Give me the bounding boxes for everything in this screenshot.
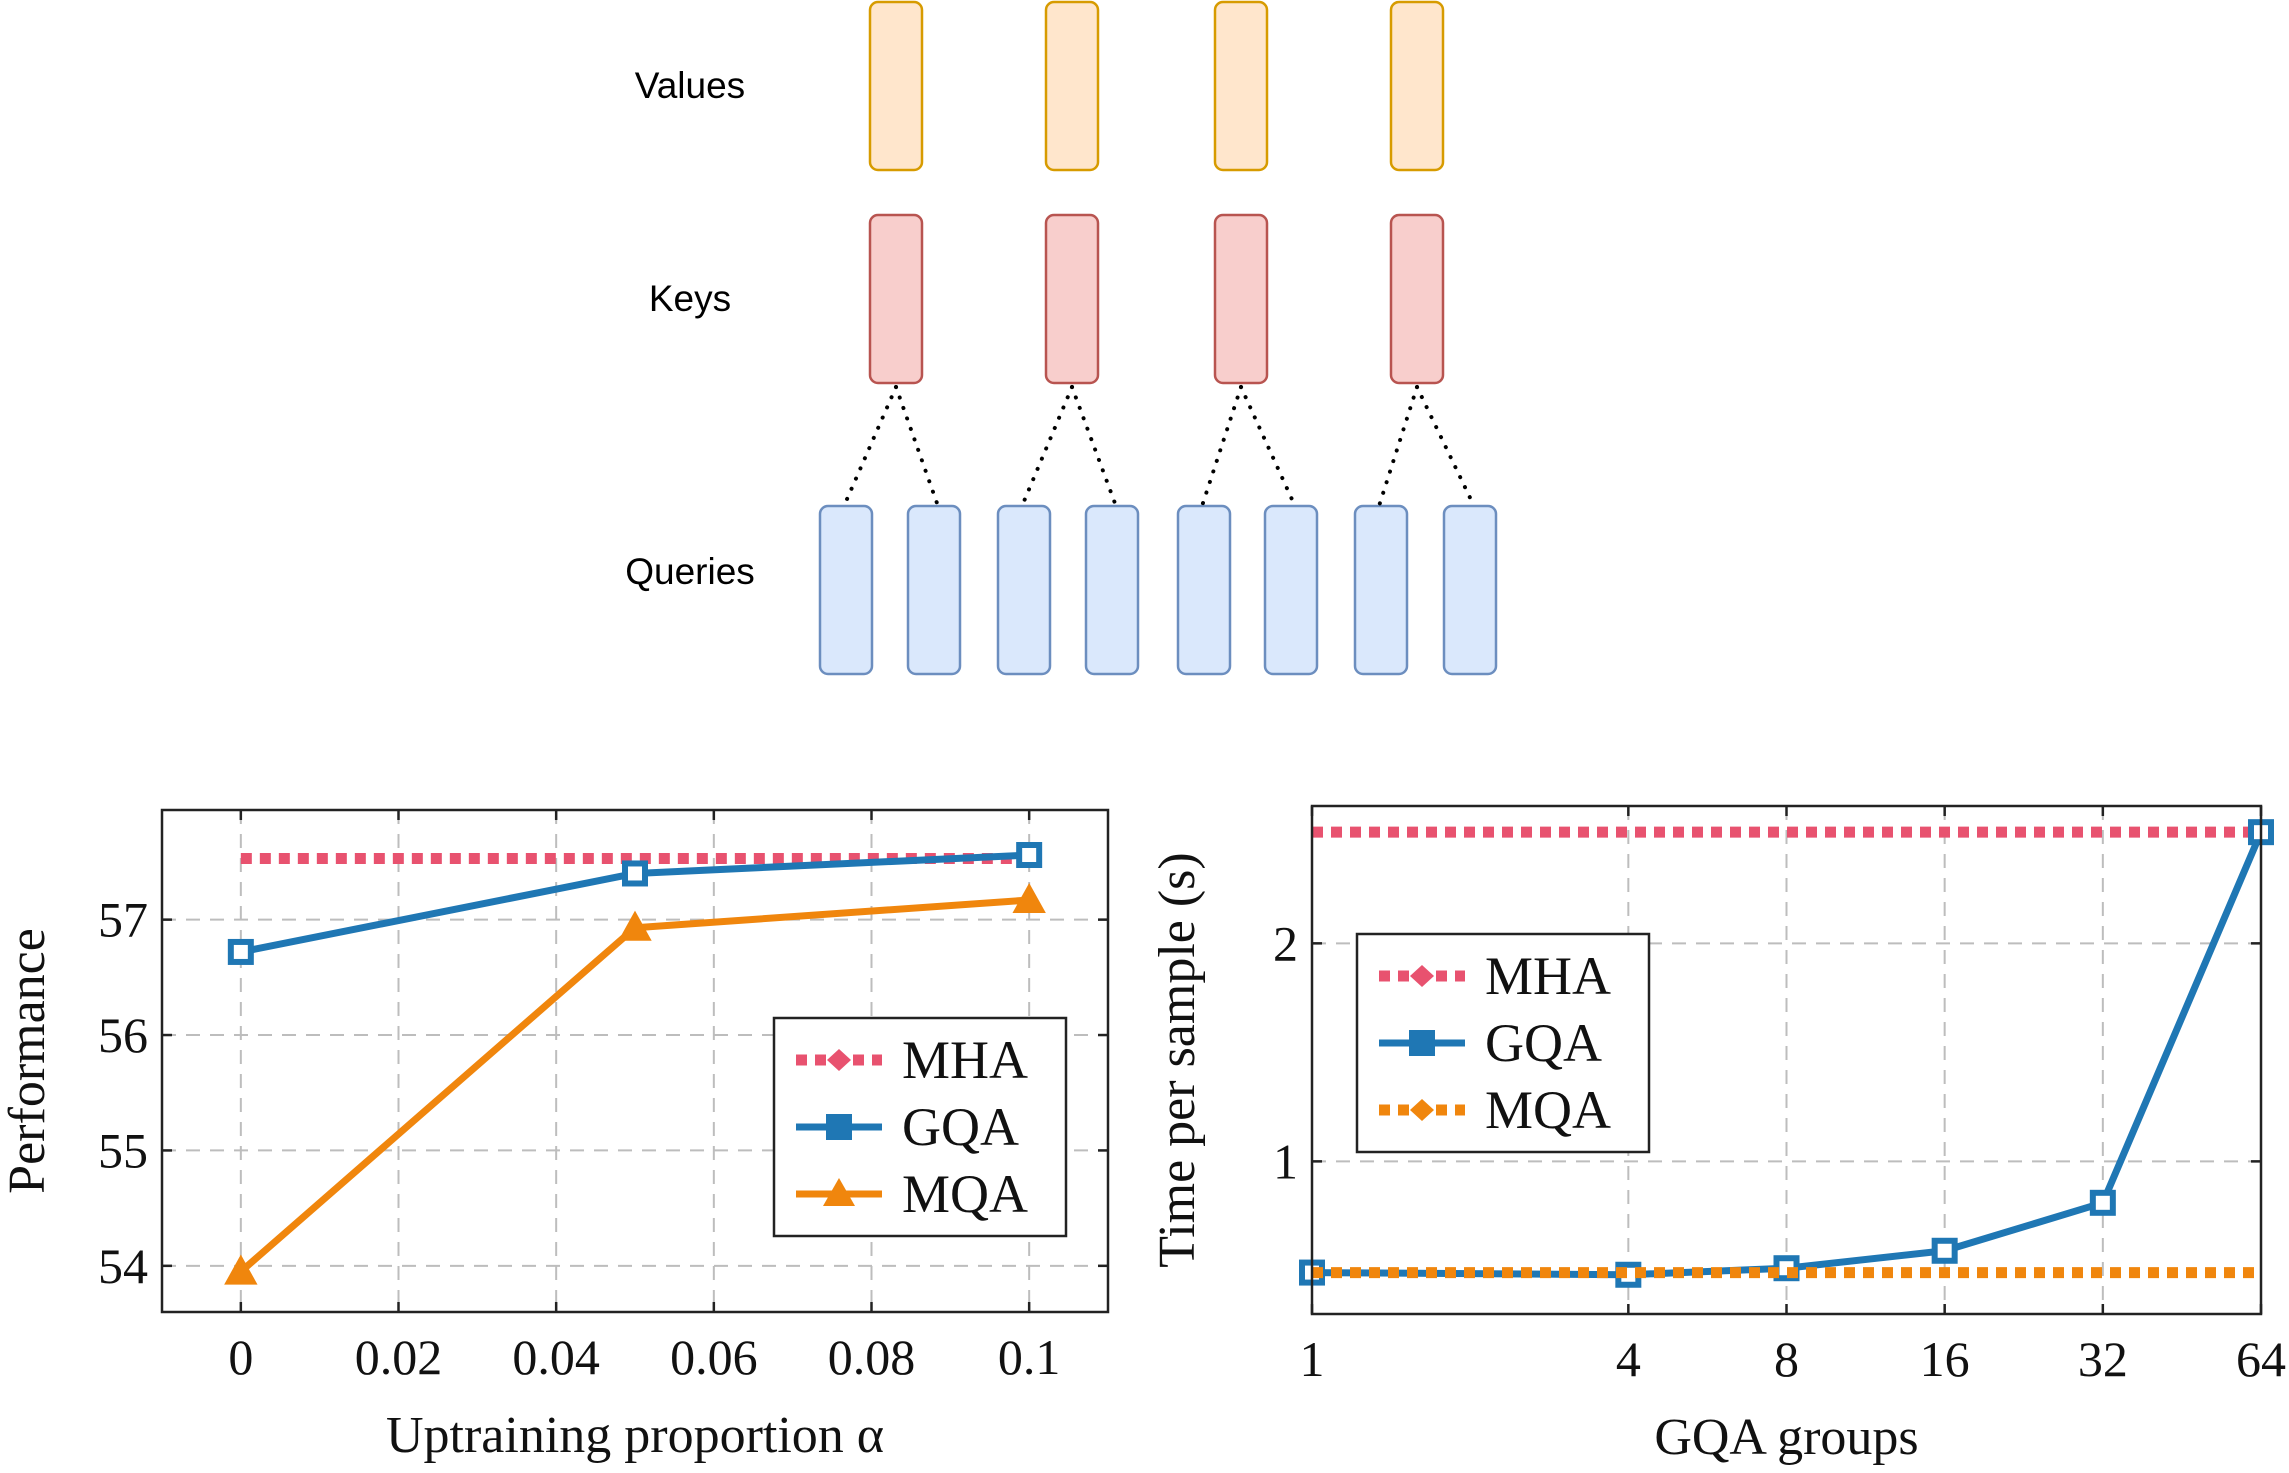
legend-marker-gqa [826,1114,852,1140]
legend-label-gqa: GQA [902,1097,1019,1157]
key-block-4 [1389,213,1445,385]
legend-label-mqa: MQA [902,1164,1028,1224]
y-tick-label-0: 1 [1273,1133,1298,1189]
connector-key3-query5 [1200,385,1243,508]
gqa-diagram: Values Keys Queries [625,0,1498,676]
series-line-gqa [1311,830,2265,1279]
query-block-2 [906,504,962,676]
point-gqa-2 [1016,842,1043,869]
key-block-3 [1213,213,1269,385]
y-axis-title: Performance [0,928,56,1194]
legend-marker-gqa [1409,1030,1435,1056]
point-gqa-0 [227,938,254,965]
connector-key4-query8 [1415,385,1476,508]
connector-key3-query6 [1239,385,1297,508]
x-tick-label-0: 1 [1300,1331,1325,1387]
query-block-1 [818,504,874,676]
legend-label-gqa: GQA [1485,1013,1602,1073]
connector-key2-query4 [1070,385,1118,508]
values-row-label: Values [635,65,745,106]
y-tick-label-2: 56 [98,1007,148,1063]
x-tick-label-2: 0.04 [512,1329,600,1385]
x-tick-label-5: 0.1 [998,1329,1061,1385]
key-block-1 [868,213,924,385]
point-mqa-2 [1012,882,1046,914]
connector-key2-query3 [1020,385,1074,508]
x-tick-label-0: 0 [228,1329,253,1385]
legend-marker-mqa [1410,1099,1434,1121]
x-tick-label-3: 16 [1920,1331,1970,1387]
legend-marker-mqa [823,1178,855,1206]
y-tick-label-1: 2 [1273,915,1298,971]
point-mqa-1 [618,910,652,941]
query-block-7 [1353,504,1409,676]
connector-key1-query1 [842,385,898,508]
y-tick-label-1: 55 [98,1122,148,1178]
x-tick-label-3: 0.06 [670,1329,758,1385]
x-axis-title: GQA groups [1654,1409,1918,1466]
legend-marker-mha [827,1049,851,1071]
x-axis-title: Uptraining proportion α [386,1407,884,1464]
query-block-4 [1084,504,1140,676]
x-tick-label-4: 0.08 [828,1329,916,1385]
point-gqa-1 [622,860,648,887]
query-block-6 [1263,504,1319,676]
time-per-sample-chart: 1 4 8 16 32 64 1 2 GQA groups Time per sample (s)… [1149,804,2286,1466]
query-block-5 [1176,504,1232,676]
x-tick-label-2: 8 [1774,1331,1799,1387]
keys-row-label: Keys [649,278,731,319]
point-mqa-0 [224,1254,258,1285]
legend-label-mqa: MQA [1485,1080,1611,1140]
legend-label-mha: MHA [1485,946,1611,1006]
connector-key4-query7 [1377,385,1419,508]
x-tick-label-1: 0.02 [355,1329,443,1385]
query-block-8 [1442,504,1498,676]
y-axis-title: Time per sample (s) [1149,852,1206,1267]
point-gqa-3 [1931,1237,1958,1264]
x-tick-label-4: 32 [2078,1331,2128,1387]
legend-label-mha: MHA [902,1030,1028,1090]
value-block-4 [1389,0,1445,172]
connector-key1-query2 [894,385,940,508]
value-block-1 [868,0,924,172]
key-block-2 [1044,213,1100,385]
query-block-3 [996,504,1052,676]
y-tick-label-3: 57 [98,892,148,948]
point-gqa-4 [2089,1189,2116,1216]
plot-frame [160,808,1110,1314]
queries-row-label: Queries [625,551,755,592]
performance-chart: 0 0.02 0.04 0.06 0.08 0.1 54 55 56 57 Uptraining p… [0,808,1110,1464]
value-block-2 [1044,0,1100,172]
x-tick-label-1: 4 [1616,1331,1641,1387]
legend-marker-mha [1410,965,1434,987]
legend: MHA GQA MQA [1355,932,1651,1154]
y-tick-label-0: 54 [98,1238,148,1294]
value-block-3 [1213,0,1269,172]
x-tick-label-5: 64 [2236,1331,2286,1387]
legend: MHA GQA MQA [772,1016,1068,1238]
